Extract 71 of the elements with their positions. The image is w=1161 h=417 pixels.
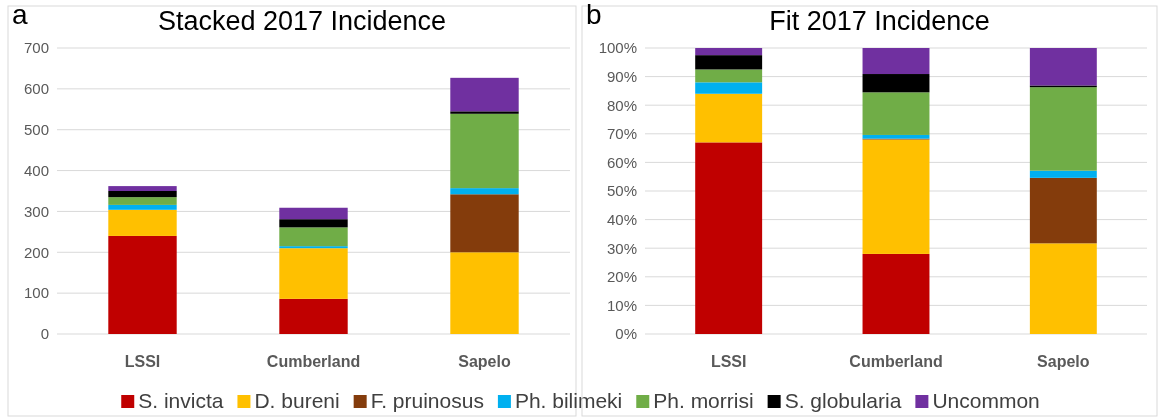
bar [862,253,930,334]
bar [279,227,348,247]
bar [450,252,519,334]
legend-label: S. globularia [784,389,902,412]
bar [450,188,519,195]
bar [108,235,177,334]
chart-title: Stacked 2017 Incidence [157,6,447,36]
y-tick-label: 600 [23,80,49,98]
bar [1029,170,1097,178]
y-tick-label: 0 [40,325,49,343]
bar [450,111,519,114]
bar [695,69,763,83]
legend-label: D. bureni [254,389,340,412]
bar [108,209,177,236]
y-tick-label: 90% [606,67,637,85]
bar [695,82,763,94]
bar [279,298,348,334]
bar [1029,177,1097,244]
text: a [12,0,28,30]
legend-label: Ph. morrisi [653,389,754,412]
bar [108,191,177,198]
bar [862,48,930,75]
y-tick-label: 40% [606,210,637,228]
y-tick-label: 50% [606,182,637,200]
bar [695,93,763,143]
bar [108,197,177,205]
bar [862,92,930,135]
bar [450,113,519,189]
text: b [586,0,602,30]
y-tick-label: 400 [23,161,49,179]
y-tick-label: 200 [23,243,49,261]
y-tick-label: 30% [606,239,637,257]
bar [279,207,348,220]
legend-label: S. invicta [138,389,224,412]
legend-label: F. pruinosus [370,389,484,412]
y-tick-label: 700 [23,39,49,57]
x-tick-label: LSSI [710,353,747,371]
y-tick-label: 300 [23,202,49,220]
legend-label: Ph. bilimeki [514,389,623,412]
y-tick-label: 80% [606,96,637,114]
bar [108,204,177,210]
y-tick-label: 20% [606,268,637,286]
bar [450,194,519,253]
y-tick-label: 70% [606,125,637,143]
y-tick-label: 500 [23,121,49,139]
chart-title: Fit 2017 Incidence [769,6,990,36]
bar [1029,243,1097,334]
x-tick-label: Cumberland [266,353,361,371]
bar [108,186,177,191]
bar [279,246,348,249]
x-tick-label: Sapelo [458,353,511,371]
bar [862,134,930,139]
bar [279,248,348,299]
bar [1029,48,1097,86]
bar [450,77,519,112]
y-tick-label: 60% [606,153,637,171]
x-tick-label: Sapelo [1037,353,1090,371]
x-tick-label: Cumberland [849,353,943,371]
y-tick-label: 100 [23,284,49,302]
bar [279,219,348,228]
y-tick-label: 10% [606,296,637,314]
y-tick-label: 100% [598,39,637,57]
bar [862,74,930,93]
y-tick-label: 0% [615,325,637,343]
bar [862,139,930,254]
bar [1029,87,1097,171]
bar [695,142,763,334]
bar [695,48,763,56]
legend-label: Uncommon [932,389,1040,412]
bar [695,55,763,70]
x-tick-label: LSSI [124,353,161,371]
